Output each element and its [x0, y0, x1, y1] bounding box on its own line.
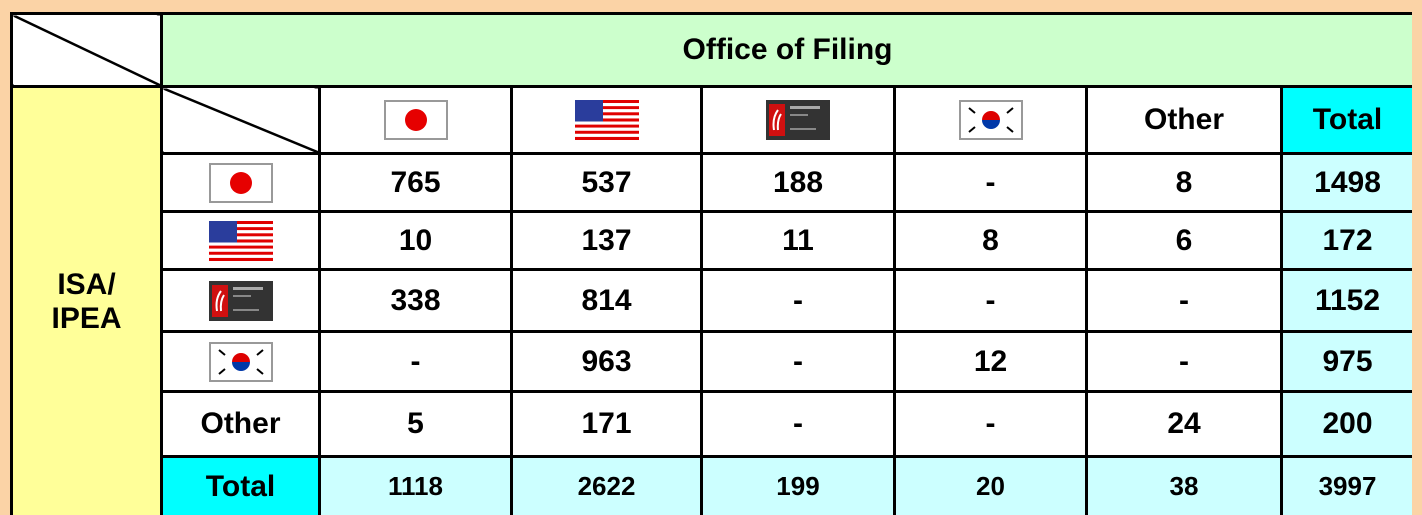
data-cell: - — [1085, 268, 1283, 333]
flag-icon — [208, 220, 273, 261]
flag-cell — [318, 85, 513, 155]
total-cell: 3997 — [1279, 455, 1412, 515]
flag-icon — [383, 100, 448, 140]
flag-cell — [160, 268, 321, 333]
filing-table: Office of Filing ISA/IPEA Other Total 765 537… — [10, 12, 1412, 515]
row-label: Total — [160, 455, 321, 515]
data-cell: 11 — [700, 210, 896, 271]
data-cell: 537 — [510, 152, 703, 213]
data-cell: 38 — [1085, 455, 1283, 515]
table-row: Total 1118 2622 199 20 38 3997 — [12, 455, 1412, 515]
data-cell: 338 — [318, 268, 513, 333]
total-cell: 1152 — [1279, 268, 1412, 333]
flag-icon — [208, 162, 273, 203]
group-label-line: ISA/ — [57, 267, 116, 301]
total-cell: 200 — [1279, 390, 1412, 458]
data-cell: 2622 — [510, 455, 703, 515]
flag-icon — [574, 100, 639, 140]
flag-cell — [160, 152, 321, 213]
table-row: Other 5 171- -24 200 — [12, 390, 1412, 458]
data-cell: 814 — [510, 268, 703, 333]
group-label-line: IPEA — [51, 301, 122, 335]
table-row: 338 814- - -1152 — [12, 268, 1412, 333]
flag-cell — [160, 210, 321, 271]
office-of-filing-header: Office of Filing — [159, 12, 1412, 88]
total-cell: 1498 — [1279, 152, 1412, 213]
column-header: Total — [1279, 85, 1412, 155]
flag-cell — [700, 85, 896, 155]
table-row: Office of Filing — [10, 12, 1412, 88]
data-cell: 963 — [510, 330, 703, 393]
data-cell: 6 — [1085, 210, 1283, 271]
table-frame: Office of Filing ISA/IPEA Other Total 765 537… — [10, 12, 1412, 515]
data-cell: 8 — [893, 210, 1088, 271]
flag-icon — [208, 341, 273, 382]
data-cell: 137 — [510, 210, 703, 271]
data-cell: - — [893, 152, 1088, 213]
data-cell: 188 — [700, 152, 896, 213]
data-cell: 12 — [893, 330, 1088, 393]
corner-cell — [160, 85, 321, 155]
data-cell: 171 — [510, 390, 703, 458]
data-cell: - — [1085, 330, 1283, 393]
table-row: ISA/IPEA Other Total — [10, 85, 1412, 515]
data-cell: - — [700, 330, 896, 393]
total-cell: 172 — [1279, 210, 1412, 271]
data-cell: 10 — [318, 210, 513, 271]
data-cell: 20 — [893, 455, 1088, 515]
data-cell: 1118 — [318, 455, 513, 515]
data-cell: - — [893, 268, 1088, 333]
data-cell: 8 — [1085, 152, 1283, 213]
table-row: -963-12-975 — [12, 330, 1412, 393]
data-cell: - — [700, 390, 896, 458]
flag-icon — [766, 100, 830, 140]
data-cell: - — [318, 330, 513, 393]
data-cell: 24 — [1085, 390, 1283, 458]
flag-cell — [160, 330, 321, 393]
flag-cell — [893, 85, 1088, 155]
table-row: 10 137 11 8 6 172 — [12, 210, 1412, 271]
data-cell: 5 — [318, 390, 513, 458]
flag-icon — [958, 100, 1023, 140]
flag-cell — [510, 85, 703, 155]
flag-icon — [208, 280, 273, 321]
data-cell: - — [700, 268, 896, 333]
isa-ipea-label: ISA/IPEA — [10, 85, 163, 515]
table-row: 765 537 188-8 1498 — [12, 152, 1412, 213]
column-header: Other — [1085, 85, 1283, 155]
total-cell: 975 — [1279, 330, 1412, 393]
data-cell: 199 — [700, 455, 896, 515]
corner-cell — [10, 12, 163, 88]
data-cell: - — [893, 390, 1088, 458]
row-label: Other — [160, 390, 321, 458]
data-cell: 765 — [318, 152, 513, 213]
